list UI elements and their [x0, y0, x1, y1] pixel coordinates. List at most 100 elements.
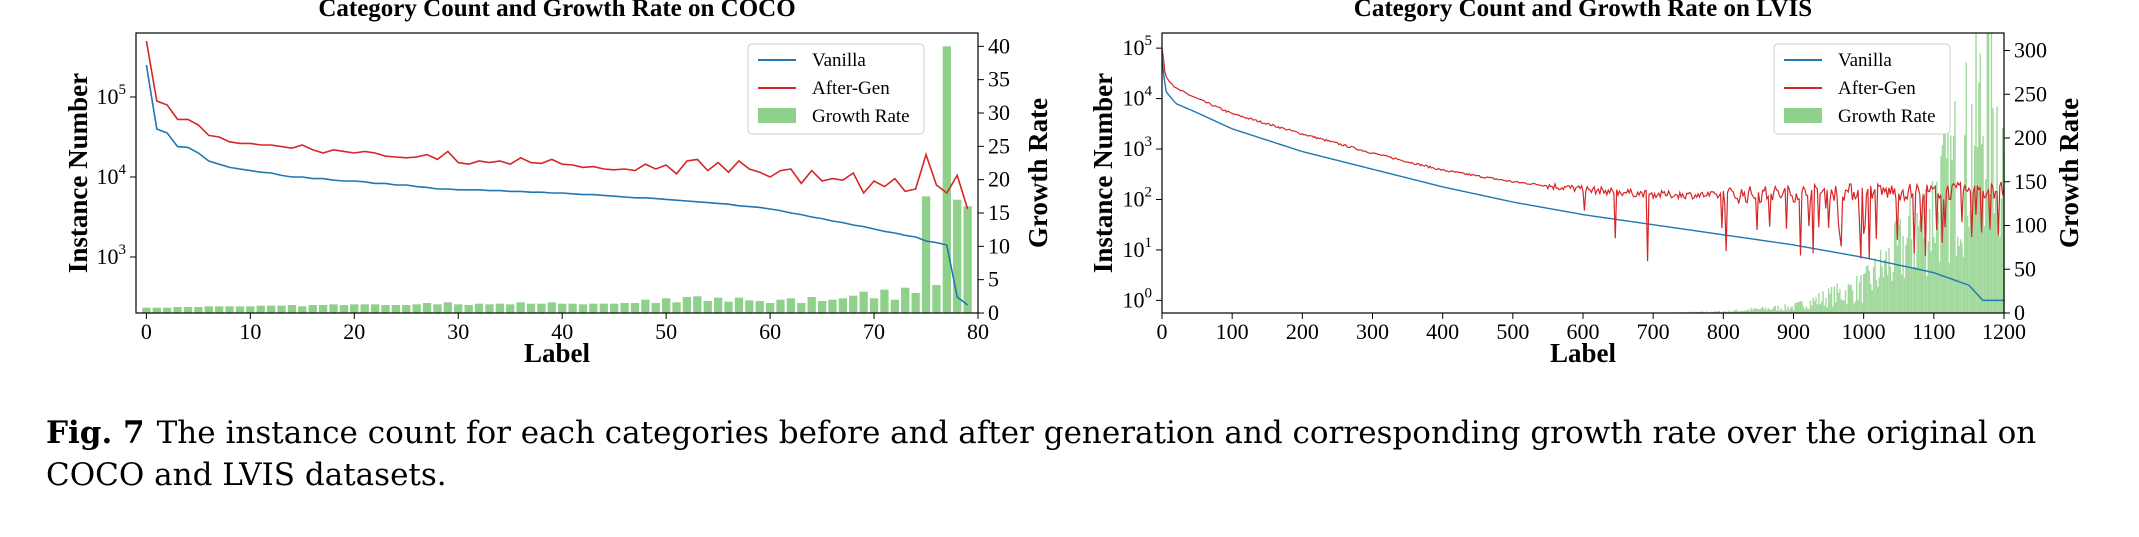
lvis-growth-bar	[1826, 307, 1828, 313]
lvis-growth-bar	[1738, 311, 1740, 313]
lvis-growth-bar	[1989, 194, 1991, 313]
coco-growth-bar	[890, 299, 899, 313]
lvis-y2-axis-label: Growth Rate	[2054, 98, 2084, 248]
coco-y2-tick-label: 0	[988, 300, 999, 325]
lvis-growth-bar	[1985, 179, 1987, 313]
lvis-growth-bar	[1950, 135, 1952, 313]
lvis-growth-bar	[1745, 310, 1747, 313]
lvis-aftergen-line	[1161, 48, 2005, 262]
coco-growth-bar	[661, 298, 671, 313]
lvis-growth-bar	[1777, 305, 1779, 313]
lvis-growth-bar	[1853, 303, 1855, 313]
lvis-growth-bar	[1937, 211, 1939, 313]
lvis-growth-bar	[1898, 224, 1900, 313]
lvis-x-tick-label: 1000	[1842, 319, 1886, 344]
lvis-growth-bar	[1776, 310, 1778, 313]
coco-growth-bar	[225, 306, 234, 313]
coco-growth-bar	[464, 305, 473, 313]
lvis-growth-bar	[1893, 222, 1896, 313]
coco-growth-bar	[682, 297, 692, 313]
coco-x-tick-label: 10	[239, 319, 261, 344]
lvis-growth-bar	[1856, 275, 1858, 313]
lvis-growth-bar	[1926, 276, 1928, 313]
coco-growth-bar	[277, 305, 286, 313]
coco-growth-bar	[142, 307, 151, 313]
coco-legend-growth-swatch	[758, 108, 796, 123]
lvis-y-tick-label: 103	[1123, 134, 1153, 161]
lvis-x-tick-label: 700	[1637, 319, 1670, 344]
coco-growth-bar	[422, 303, 432, 313]
lvis-growth-bar	[1816, 304, 1819, 313]
lvis-x-tick-label: 900	[1777, 319, 1810, 344]
lvis-x-tick-label: 100	[1216, 319, 1249, 344]
coco-growth-bar	[745, 300, 754, 313]
lvis-legend: Vanilla After-Gen Growth Rate	[1773, 43, 1951, 135]
lvis-growth-bar	[1700, 311, 1702, 313]
lvis-growth-bar	[2001, 128, 2004, 313]
coco-growth-bars	[142, 46, 972, 313]
lvis-growth-bar	[1725, 311, 1727, 313]
lvis-growth-bar	[1976, 147, 1979, 313]
coco-growth-bar	[443, 302, 453, 313]
lvis-growth-bar	[1790, 307, 1792, 313]
coco-growth-bar	[152, 307, 161, 313]
lvis-growth-bar	[1975, 33, 1977, 313]
coco-x-tick-label: 50	[655, 319, 677, 344]
lvis-growth-bar	[1882, 276, 1885, 313]
coco-growth-bar	[765, 303, 775, 313]
lvis-growth-bar	[1794, 303, 1796, 313]
lvis-growth-bar	[1771, 309, 1774, 313]
coco-growth-bar	[578, 304, 588, 313]
coco-x-tick-label: 70	[863, 319, 885, 344]
coco-growth-bar	[287, 305, 297, 313]
coco-y-tick-label: 105	[97, 82, 127, 109]
coco-growth-bar	[516, 302, 525, 313]
lvis-growth-bar	[1701, 311, 1704, 313]
coco-growth-bar	[204, 306, 213, 313]
lvis-growth-bar	[1836, 283, 1838, 313]
coco-x-ticks: 0 10 20 30 40 50 60 70 80	[141, 313, 989, 344]
lvis-growth-bar	[1854, 301, 1857, 313]
coco-growth-bar	[703, 301, 712, 313]
coco-growth-bar	[797, 303, 806, 313]
coco-y2-tick-label: 20	[988, 167, 1010, 192]
lvis-growth-bar	[1914, 267, 1917, 313]
lvis-growth-bar	[1906, 237, 1908, 313]
lvis-growth-bar	[1770, 309, 1772, 313]
lvis-growth-bar	[1983, 225, 1986, 313]
lvis-y-axis-label: Instance Number	[1088, 73, 1118, 273]
lvis-growth-bar	[1867, 265, 1869, 313]
coco-growth-bar	[163, 307, 172, 313]
lvis-growth-bar	[2000, 198, 2002, 313]
lvis-growth-bar	[1837, 292, 1840, 313]
coco-vanilla-line	[145, 64, 969, 306]
coco-growth-bar	[308, 305, 317, 313]
coco-growth-bar	[817, 301, 827, 313]
lvis-legend-aftergen: After-Gen	[1838, 78, 1916, 99]
coco-y-tick-label: 103	[97, 242, 127, 269]
lvis-growth-bar	[1728, 310, 1730, 313]
lvis-growth-bar	[1724, 311, 1726, 313]
lvis-growth-bar	[1825, 298, 1827, 313]
coco-growth-bar	[495, 303, 504, 313]
coco-y-axis-label: Instance Number	[63, 73, 93, 273]
lvis-growth-bar	[1923, 237, 1925, 313]
coco-aftergen-line	[145, 40, 969, 210]
lvis-growth-bar	[1997, 212, 2000, 313]
lvis-growth-bar	[1784, 304, 1786, 313]
lvis-growth-bar	[1919, 219, 1921, 313]
lvis-growth-bar	[1739, 310, 1741, 313]
lvis-y-tick-label: 105	[1123, 33, 1153, 60]
lvis-growth-bar	[1945, 158, 1948, 313]
lvis-growth-bar	[1799, 300, 1802, 313]
lvis-growth-bar	[1943, 127, 1945, 313]
caption-text: The instance count for each categories b…	[46, 415, 2037, 493]
coco-growth-bar	[215, 306, 224, 313]
lvis-growth-bar	[1913, 239, 1915, 313]
lvis-growth-bar	[1885, 251, 1887, 313]
lvis-growth-bar	[1798, 301, 1800, 313]
lvis-growth-bar	[1888, 248, 1890, 313]
lvis-growth-bar	[1959, 239, 1962, 313]
lvis-growth-bar	[1736, 310, 1739, 313]
lvis-legend-vanilla: Vanilla	[1838, 50, 1892, 71]
